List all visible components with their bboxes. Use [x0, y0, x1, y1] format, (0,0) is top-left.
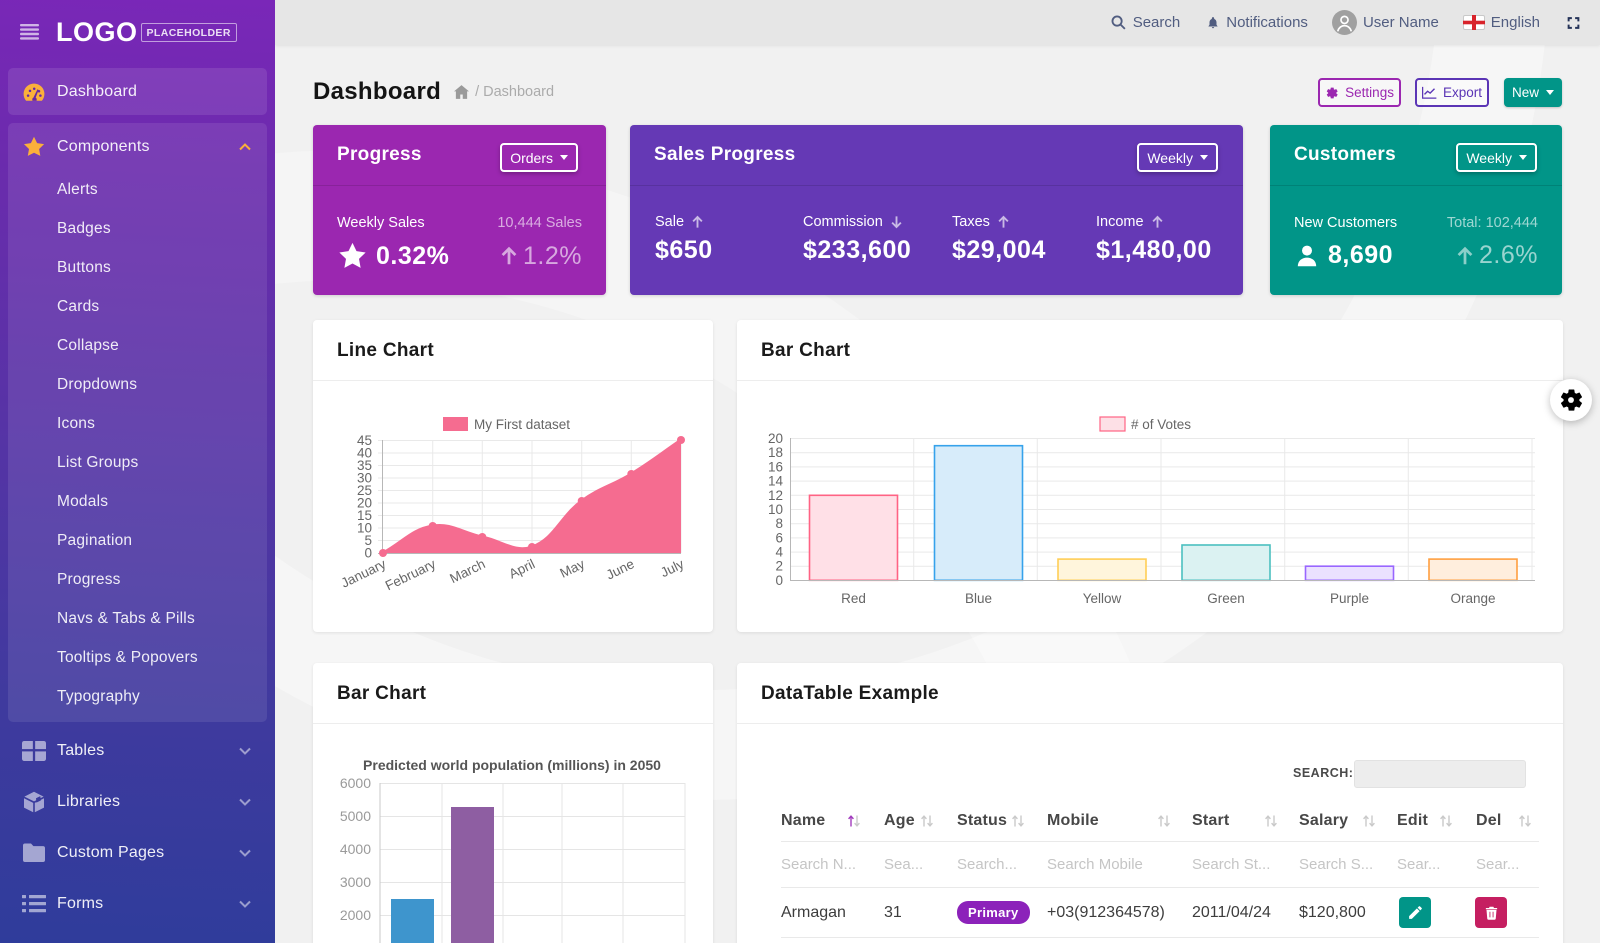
svg-text:25: 25: [357, 483, 372, 498]
svg-text:16: 16: [768, 459, 783, 474]
svg-text:My First dataset: My First dataset: [474, 417, 570, 432]
svg-text:5000: 5000: [340, 808, 371, 824]
svg-text:January: January: [339, 556, 389, 591]
svg-text:15: 15: [357, 508, 372, 523]
svg-text:March: March: [447, 556, 487, 586]
svg-text:June: June: [604, 556, 637, 582]
svg-text:20: 20: [357, 496, 372, 511]
svg-text:July: July: [658, 556, 686, 580]
svg-text:2: 2: [775, 559, 783, 574]
svg-text:Green: Green: [1207, 591, 1245, 606]
svg-text:0: 0: [775, 573, 783, 588]
svg-text:45: 45: [357, 433, 372, 448]
svg-text:6000: 6000: [340, 775, 371, 791]
svg-text:6: 6: [775, 530, 783, 545]
svg-text:12: 12: [768, 488, 783, 503]
svg-text:1000: 1000: [340, 940, 371, 943]
svg-text:3000: 3000: [340, 874, 371, 890]
svg-text:May: May: [558, 556, 588, 581]
svg-text:30: 30: [357, 471, 372, 486]
svg-text:Orange: Orange: [1450, 591, 1495, 606]
svg-text:Predicted world population (mi: Predicted world population (millions) in…: [363, 757, 661, 773]
svg-text:Purple: Purple: [1330, 591, 1369, 606]
svg-text:14: 14: [768, 474, 784, 489]
svg-text:Red: Red: [841, 591, 866, 606]
svg-text:# of Votes: # of Votes: [1131, 417, 1191, 432]
svg-text:4000: 4000: [340, 841, 371, 857]
svg-text:February: February: [383, 556, 438, 593]
svg-text:0: 0: [364, 546, 372, 561]
svg-text:10: 10: [768, 502, 783, 517]
svg-text:10: 10: [357, 521, 372, 536]
svg-text:Yellow: Yellow: [1083, 591, 1122, 606]
svg-text:4: 4: [775, 545, 783, 560]
svg-text:40: 40: [357, 446, 372, 461]
svg-text:20: 20: [768, 431, 783, 446]
svg-text:Blue: Blue: [965, 591, 992, 606]
svg-text:18: 18: [768, 445, 783, 460]
svg-text:April: April: [506, 556, 537, 581]
svg-text:35: 35: [357, 458, 372, 473]
svg-text:8: 8: [775, 516, 783, 531]
svg-text:5: 5: [364, 533, 372, 548]
svg-text:2000: 2000: [340, 907, 371, 923]
